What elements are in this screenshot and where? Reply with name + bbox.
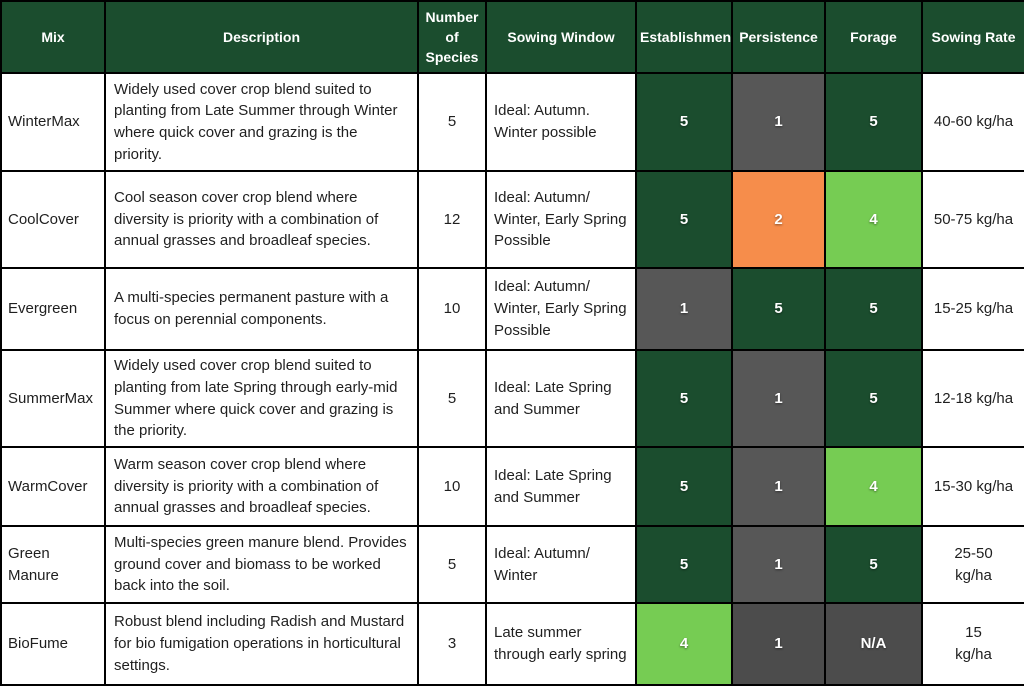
cell-mix-name: BioFume (0, 602, 106, 686)
cell-description: Robust blend including Radish and Mustar… (104, 602, 419, 686)
cell-sowing-rate: 15-30 kg/ha (921, 446, 1024, 527)
cell-sowing-rate: 15-25 kg/ha (921, 267, 1024, 351)
cell-establishment-rating: 1 (635, 267, 733, 351)
column-header-description: Description (104, 0, 419, 74)
cell-sowing-window: Ideal: Late Spring and Summer (485, 349, 637, 448)
cell-persistence-rating: 5 (731, 267, 826, 351)
cell-establishment-rating: 4 (635, 602, 733, 686)
cell-mix-name: SummerMax (0, 349, 106, 448)
table-row-green-manure: Green Manure Multi-species green manure … (0, 525, 1024, 604)
cell-forage-rating: 4 (824, 446, 923, 527)
column-header-persistence: Persistence (731, 0, 826, 74)
column-header-mix: Mix (0, 0, 106, 74)
cell-establishment-rating: 5 (635, 446, 733, 527)
cell-persistence-rating: 2 (731, 170, 826, 269)
column-header-establishment: Establishment (635, 0, 733, 74)
column-header-sowing-window: Sowing Window (485, 0, 637, 74)
cell-sowing-window: Ideal: Autumn. Winter possible (485, 72, 637, 172)
cell-sowing-window: Late summer through early spring (485, 602, 637, 686)
cell-establishment-rating: 5 (635, 72, 733, 172)
cell-persistence-rating: 1 (731, 72, 826, 172)
cell-persistence-rating: 1 (731, 525, 826, 604)
cell-forage-rating: 4 (824, 170, 923, 269)
cell-sowing-rate: 40-60 kg/ha (921, 72, 1024, 172)
cell-sowing-window: Ideal: Autumn/ Winter, Early Spring Poss… (485, 170, 637, 269)
cell-description: A multi-species permanent pasture with a… (104, 267, 419, 351)
cell-sowing-window: Ideal: Autumn/ Winter, Early Spring Poss… (485, 267, 637, 351)
cell-sowing-rate: 12-18 kg/ha (921, 349, 1024, 448)
cell-sowing-window: Ideal: Late Spring and Summer (485, 446, 637, 527)
cell-number-of-species: 5 (417, 525, 487, 604)
cell-description: Warm season cover crop blend where diver… (104, 446, 419, 527)
cell-sowing-rate: 15 kg/ha (921, 602, 1024, 686)
cell-number-of-species: 12 (417, 170, 487, 269)
table-header: Mix Description Number of Species Sowing… (0, 0, 1024, 74)
table-row-biofume: BioFume Robust blend including Radish an… (0, 602, 1024, 686)
cell-description: Cool season cover crop blend where diver… (104, 170, 419, 269)
cell-description: Widely used cover crop blend suited to p… (104, 72, 419, 172)
table-body: WinterMax Widely used cover crop blend s… (0, 72, 1024, 686)
cell-mix-name: WarmCover (0, 446, 106, 527)
cell-number-of-species: 10 (417, 267, 487, 351)
cell-forage-rating: 5 (824, 72, 923, 172)
cell-forage-rating: 5 (824, 349, 923, 448)
column-header-number-of-species: Number of Species (417, 0, 487, 74)
cell-persistence-rating: 1 (731, 446, 826, 527)
cell-number-of-species: 5 (417, 72, 487, 172)
table-row-evergreen: Evergreen A multi-species permanent past… (0, 267, 1024, 351)
cell-establishment-rating: 5 (635, 349, 733, 448)
header-row: Mix Description Number of Species Sowing… (0, 0, 1024, 74)
cell-mix-name: Green Manure (0, 525, 106, 604)
cell-number-of-species: 3 (417, 602, 487, 686)
column-header-sowing-rate: Sowing Rate (921, 0, 1024, 74)
cell-description: Widely used cover crop blend suited to p… (104, 349, 419, 448)
cell-forage-rating: 5 (824, 267, 923, 351)
cell-forage-rating: 5 (824, 525, 923, 604)
cell-mix-name: WinterMax (0, 72, 106, 172)
cell-mix-name: Evergreen (0, 267, 106, 351)
cell-persistence-rating: 1 (731, 602, 826, 686)
cell-persistence-rating: 1 (731, 349, 826, 448)
table-row-coolcover: CoolCover Cool season cover crop blend w… (0, 170, 1024, 269)
cell-sowing-rate: 25-50 kg/ha (921, 525, 1024, 604)
cell-establishment-rating: 5 (635, 525, 733, 604)
cell-number-of-species: 10 (417, 446, 487, 527)
cell-mix-name: CoolCover (0, 170, 106, 269)
table-row-warmcover: WarmCover Warm season cover crop blend w… (0, 446, 1024, 527)
cell-sowing-window: Ideal: Autumn/ Winter (485, 525, 637, 604)
cell-establishment-rating: 5 (635, 170, 733, 269)
cell-forage-rating: N/A (824, 602, 923, 686)
table-row-wintermax: WinterMax Widely used cover crop blend s… (0, 72, 1024, 172)
column-header-forage: Forage (824, 0, 923, 74)
table-row-summermax: SummerMax Widely used cover crop blend s… (0, 349, 1024, 448)
cell-number-of-species: 5 (417, 349, 487, 448)
cell-sowing-rate: 50-75 kg/ha (921, 170, 1024, 269)
cell-description: Multi-species green manure blend. Provid… (104, 525, 419, 604)
